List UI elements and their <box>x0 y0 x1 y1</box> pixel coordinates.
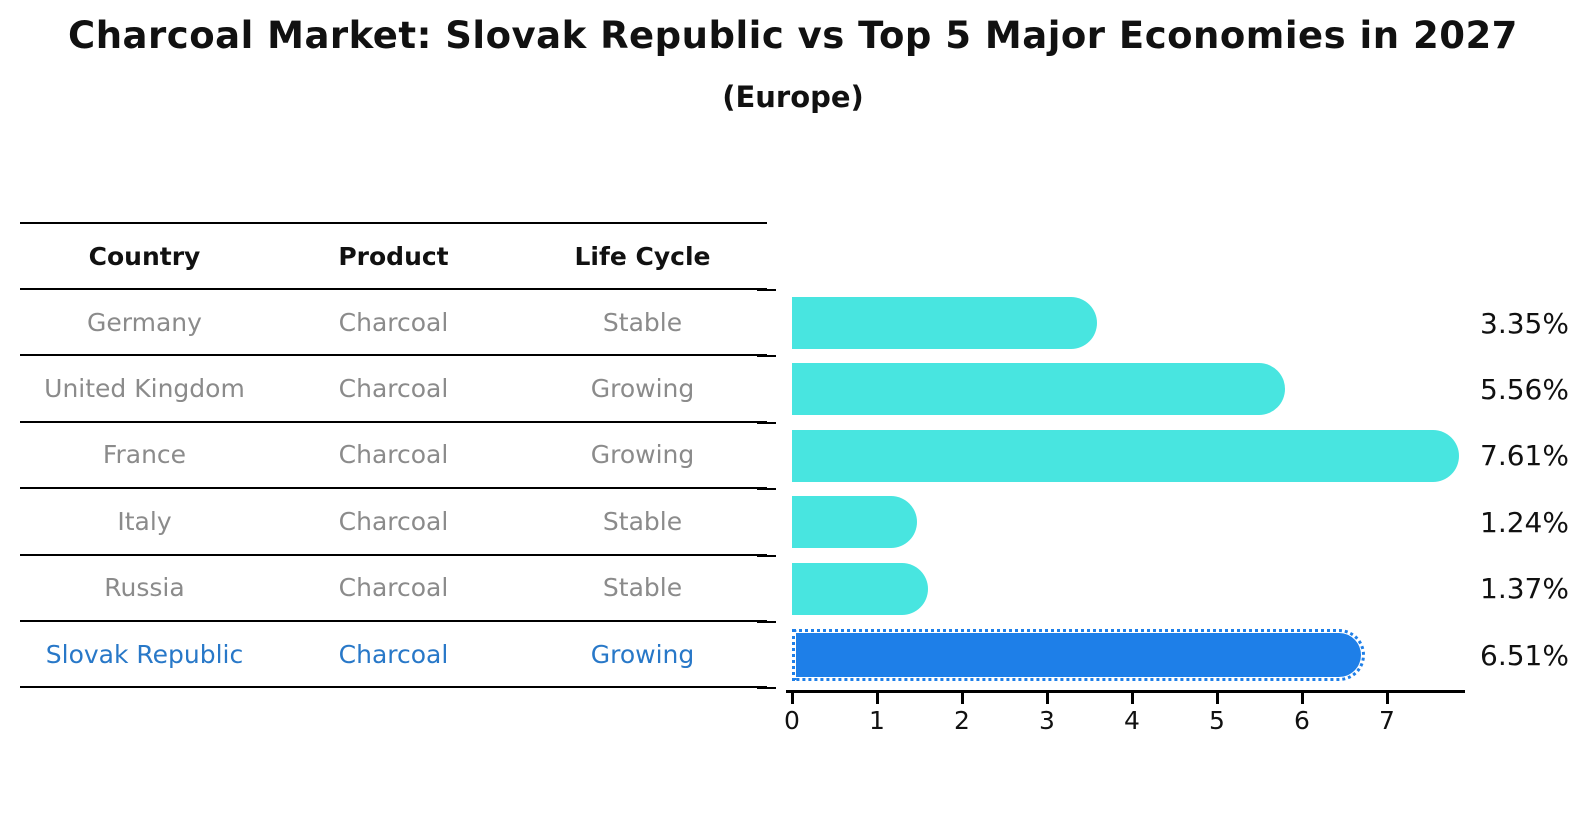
y-axis-tick <box>757 421 776 424</box>
table-cell-life-cycle: Stable <box>602 573 683 603</box>
x-axis-tick <box>1130 693 1134 704</box>
table-cell-product: Charcoal <box>338 374 449 404</box>
bar-row-slovak-republic: 6.51% <box>792 622 1586 688</box>
table-body: Germany Charcoal Stable United Kingdom Charc… <box>20 290 767 689</box>
table-cell-product: Charcoal <box>338 440 449 470</box>
bar-value-label: 3.35% <box>1480 306 1569 340</box>
x-axis-tick-label: 4 <box>1124 706 1140 735</box>
bar-slovak-republic <box>792 628 1366 681</box>
x-axis-line <box>786 690 1465 693</box>
x-axis-tick-label: 0 <box>784 706 800 735</box>
bar-row-united-kingdom: 5.56% <box>792 356 1586 422</box>
bar-russia <box>792 562 929 615</box>
table-row-france: France Charcoal Growing <box>20 423 767 490</box>
table-cell-country: Slovak Republic <box>45 639 244 669</box>
table-cell-product: Charcoal <box>338 639 449 669</box>
table-cell-life-cycle: Stable <box>602 506 683 536</box>
x-axis-tick-label: 3 <box>1039 706 1055 735</box>
chart-title: Charcoal Market: Slovak Republic vs Top … <box>68 14 1518 57</box>
table-header-product: Product <box>338 241 449 271</box>
table-row-italy: Italy Charcoal Stable <box>20 489 767 556</box>
table-cell-country: France <box>102 440 187 470</box>
y-axis-tick <box>757 554 776 557</box>
bar-united-kingdom <box>792 363 1285 416</box>
x-axis-tick <box>790 693 794 704</box>
x-axis-tick <box>875 693 879 704</box>
x-axis-tick <box>1300 693 1304 704</box>
x-axis-tick <box>1215 693 1219 704</box>
bar-italy <box>792 496 918 549</box>
bar-row-france: 7.61% <box>792 423 1586 489</box>
bar-chart-plot-area: 3.35% 5.56% 7.61% 1.24% 1.37% 6.51% <box>792 290 1586 689</box>
x-axis-tick <box>960 693 964 704</box>
table-cell-product: Charcoal <box>338 307 449 337</box>
table-cell-product: Charcoal <box>338 573 449 603</box>
bar-value-label: 1.37% <box>1480 572 1569 606</box>
table-header-life-cycle: Life Cycle <box>574 241 711 271</box>
table-cell-life-cycle: Growing <box>590 374 695 404</box>
bar-germany <box>792 297 1097 349</box>
x-axis-tick <box>1385 693 1389 704</box>
bar-value-label: 5.56% <box>1480 373 1569 407</box>
table-cell-life-cycle: Growing <box>590 639 695 669</box>
table-cell-life-cycle: Growing <box>590 440 695 470</box>
y-axis-boundary-ticks <box>757 289 777 690</box>
table-cell-life-cycle: Stable <box>602 307 683 337</box>
table-row-russia: Russia Charcoal Stable <box>20 556 767 622</box>
table-row-germany: Germany Charcoal Stable <box>20 290 767 357</box>
country-table: Country Product Life Cycle Germany Charco… <box>20 222 767 689</box>
y-axis-tick <box>757 355 776 358</box>
bar-value-label: 7.61% <box>1480 439 1569 473</box>
x-axis-tick-label: 1 <box>869 706 885 735</box>
bar-row-italy: 1.24% <box>792 489 1586 555</box>
y-axis-tick <box>757 687 776 690</box>
x-axis-tick <box>1045 693 1049 704</box>
x-axis-tick-label: 5 <box>1209 706 1225 735</box>
bar-row-russia: 1.37% <box>792 556 1586 622</box>
table-cell-country: Russia <box>104 573 185 603</box>
x-axis-tick-label: 6 <box>1294 706 1310 735</box>
x-axis-tick-label: 7 <box>1379 706 1395 735</box>
table-row-united-kingdom: United Kingdom Charcoal Growing <box>20 356 767 423</box>
table-row-slovak-republic: Slovak Republic Charcoal Growing <box>20 622 767 689</box>
table-header-country: Country <box>88 241 201 271</box>
table-cell-country: Italy <box>117 506 172 536</box>
y-axis-tick <box>757 621 776 623</box>
bar-value-label: 6.51% <box>1480 638 1569 672</box>
table-cell-product: Charcoal <box>338 506 449 536</box>
table-cell-country: United Kingdom <box>44 374 245 404</box>
table-cell-country: Germany <box>87 307 202 337</box>
bar-france <box>792 429 1459 482</box>
y-axis-tick <box>757 289 776 291</box>
bar-row-germany: 3.35% <box>792 290 1586 356</box>
chart-subtitle: (Europe) <box>722 80 864 114</box>
table-header-row: Country Product Life Cycle <box>20 222 767 290</box>
bar-value-label: 1.24% <box>1480 505 1569 539</box>
y-axis-tick <box>757 488 776 491</box>
x-axis: 0 1 2 3 4 5 6 7 <box>784 690 1465 750</box>
x-axis-tick-label: 2 <box>954 706 970 735</box>
